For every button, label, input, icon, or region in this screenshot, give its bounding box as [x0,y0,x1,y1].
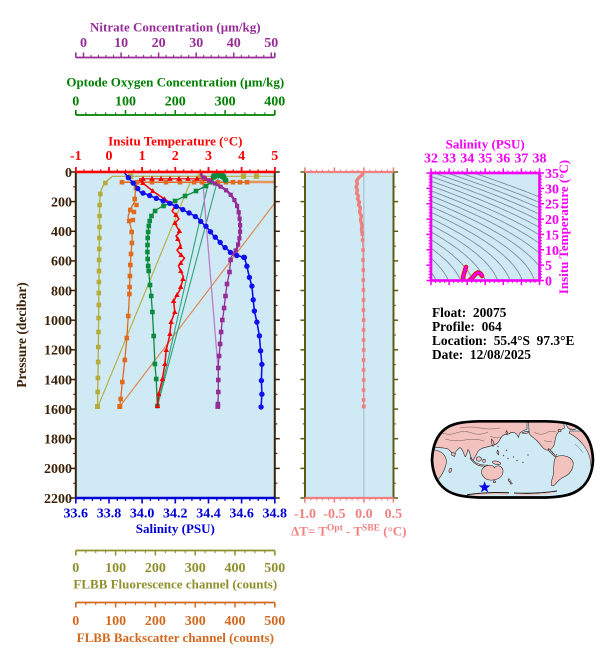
svg-text:20: 20 [152,36,166,51]
svg-text:-0.5: -0.5 [323,507,345,522]
svg-text:0: 0 [65,166,72,181]
svg-text:2200: 2200 [44,492,72,507]
svg-text:33: 33 [442,151,456,166]
svg-text:ΔT= TOpt - TSBE (°C): ΔT= TOpt - TSBE (°C) [291,524,407,539]
svg-text:200: 200 [165,94,186,109]
svg-text:400: 400 [225,561,246,576]
svg-text:5: 5 [545,259,552,274]
svg-text:0: 0 [106,149,113,164]
svg-text:35: 35 [478,151,492,166]
svg-text:Nitrate Concentration (μm/kg): Nitrate Concentration (μm/kg) [90,19,261,34]
svg-text:Float: 20075: Float: 20075 [432,305,507,320]
svg-text:3: 3 [205,149,212,164]
svg-text:4: 4 [238,149,245,164]
svg-text:500: 500 [264,614,285,629]
svg-text:25: 25 [545,198,559,213]
svg-text:34.6: 34.6 [229,506,254,521]
svg-text:0.0: 0.0 [355,507,373,522]
svg-text:200: 200 [51,195,72,210]
svg-text:30: 30 [189,36,203,51]
svg-text:34: 34 [460,151,474,166]
svg-text:600: 600 [51,255,72,270]
svg-text:33.8: 33.8 [97,506,122,521]
svg-text:0: 0 [72,614,79,629]
svg-text:15: 15 [545,228,559,243]
svg-text:36: 36 [496,151,510,166]
svg-text:34.4: 34.4 [196,506,221,521]
svg-text:1800: 1800 [44,433,72,448]
svg-text:10: 10 [114,36,128,51]
svg-text:Insitu Temperature (°C): Insitu Temperature (°C) [556,160,571,294]
svg-text:38: 38 [533,151,547,166]
svg-text:50: 50 [264,36,278,51]
svg-text:400: 400 [225,614,246,629]
svg-text:2000: 2000 [44,462,72,477]
svg-text:33.6: 33.6 [64,506,89,521]
svg-text:1200: 1200 [44,344,72,359]
svg-text:Salinity (PSU): Salinity (PSU) [446,136,525,151]
svg-text:400: 400 [51,225,72,240]
svg-text:2: 2 [172,149,179,164]
svg-text:FLBB Backscatter channel (coun: FLBB Backscatter channel (counts) [77,630,274,645]
svg-text:200: 200 [145,561,166,576]
svg-text:400: 400 [264,94,285,109]
svg-text:300: 300 [185,614,206,629]
svg-text:37: 37 [514,151,528,166]
svg-text:1000: 1000 [44,314,72,329]
svg-text:0.5: 0.5 [385,507,403,522]
svg-text:200: 200 [145,614,166,629]
svg-text:-1.0: -1.0 [294,507,316,522]
svg-text:32: 32 [424,151,438,166]
svg-text:34.8: 34.8 [263,506,288,521]
svg-text:Insitu Temperature (°C): Insitu Temperature (°C) [108,133,242,148]
svg-text:Salinity (PSU): Salinity (PSU) [136,521,215,536]
svg-text:100: 100 [105,614,126,629]
svg-text:0: 0 [80,36,87,51]
svg-text:0: 0 [72,94,79,109]
svg-text:100: 100 [105,561,126,576]
svg-text:20: 20 [545,213,559,228]
svg-text:30: 30 [545,182,559,197]
svg-text:-1: -1 [70,149,82,164]
svg-text:34.0: 34.0 [130,506,155,521]
svg-text:Date: 12/08/2025: Date: 12/08/2025 [432,347,531,362]
svg-text:10: 10 [545,244,559,259]
svg-text:Location: 55.4°S 97.3°E: Location: 55.4°S 97.3°E [432,333,574,348]
svg-text:0: 0 [545,275,552,290]
svg-text:300: 300 [215,94,236,109]
svg-text:800: 800 [51,284,72,299]
svg-text:Optode Oxygen Concentration (μ: Optode Oxygen Concentration (μm/kg) [66,74,284,89]
svg-text:1: 1 [139,149,146,164]
svg-text:500: 500 [264,561,285,576]
svg-text:FLBB Fluorescence channel (cou: FLBB Fluorescence channel (counts) [73,576,277,591]
svg-text:100: 100 [115,94,136,109]
svg-text:1600: 1600 [44,403,72,418]
svg-text:Profile: 064: Profile: 064 [432,319,502,334]
svg-text:34.2: 34.2 [163,506,188,521]
svg-text:5: 5 [271,149,278,164]
svg-text:35: 35 [545,167,559,182]
svg-text:1400: 1400 [44,373,72,388]
svg-text:Pressure (decibar): Pressure (decibar) [14,282,29,388]
svg-text:300: 300 [185,561,206,576]
svg-text:0: 0 [72,561,79,576]
svg-text:40: 40 [227,36,241,51]
